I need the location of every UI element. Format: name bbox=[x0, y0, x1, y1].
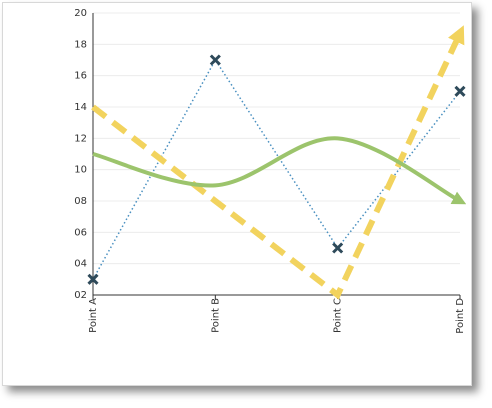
y-tick-label: 02 bbox=[74, 290, 87, 301]
x-marker bbox=[332, 242, 344, 254]
y-tick-label: 12 bbox=[74, 133, 87, 144]
x-tick-label: Point B bbox=[210, 298, 221, 333]
x-tick-label: Point A bbox=[88, 298, 99, 333]
y-tick-label: 04 bbox=[74, 259, 87, 270]
y-tick-label: 18 bbox=[74, 39, 87, 50]
y-tick-label: 08 bbox=[74, 196, 87, 207]
y-tick-label: 20 bbox=[74, 8, 87, 19]
y-tick-label: 06 bbox=[74, 227, 87, 238]
y-tick-label: 10 bbox=[74, 165, 87, 176]
x-tick-label: Point D bbox=[455, 298, 466, 334]
y-tick-label: 14 bbox=[74, 102, 87, 113]
x-marker bbox=[87, 273, 99, 285]
x-marker bbox=[209, 54, 221, 66]
x-marker bbox=[454, 85, 466, 97]
x-tick-label: Point C bbox=[333, 298, 344, 333]
chart-frame bbox=[2, 2, 472, 386]
series-line bbox=[92, 136, 467, 205]
y-tick-label: 16 bbox=[74, 71, 87, 82]
